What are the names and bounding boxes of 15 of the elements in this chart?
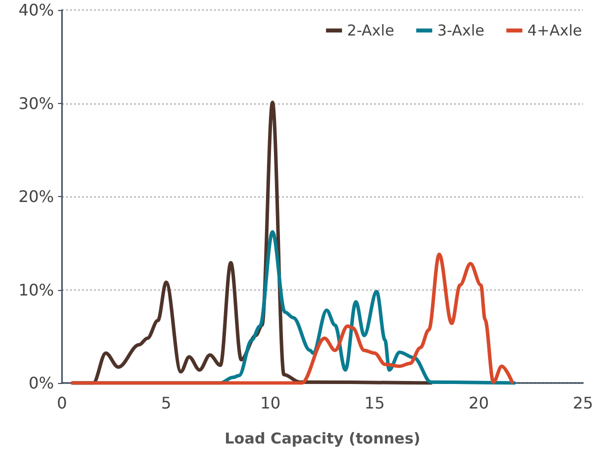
x-tick-label: 10 <box>260 394 281 412</box>
y-tick-label: 10% <box>18 280 54 300</box>
x-tick-label: 0 <box>56 394 68 412</box>
y-tick-label: 30% <box>18 94 54 113</box>
y-tick-label: 0% <box>28 374 54 392</box>
x-axis-title: Load Capacity (tonnes) <box>224 430 420 448</box>
x-tick-label: 20 <box>468 394 489 412</box>
x-tick-label: 5 <box>161 394 172 412</box>
legend-label: 3-Axle <box>437 22 484 40</box>
x-tick-label: 15 <box>364 394 385 412</box>
y-tick-label: 20% <box>18 187 54 206</box>
legend-label: 4+Axle <box>527 22 582 40</box>
legend-label: 2-Axle <box>347 22 394 40</box>
x-tick-label: 25 <box>572 394 594 412</box>
y-tick-label: 40% <box>18 0 54 20</box>
